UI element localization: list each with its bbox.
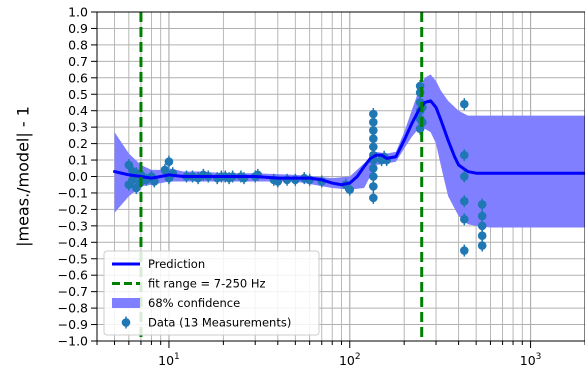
y-tick-label: −0.1 (58, 185, 88, 200)
legend-label: Prediction (148, 257, 205, 271)
y-tick-label: −1.0 (58, 334, 88, 349)
y-tick-label: −0.8 (58, 301, 88, 316)
data-point (369, 172, 378, 181)
legend-label: fit range = 7-250 Hz (148, 277, 266, 291)
data-point (369, 182, 378, 191)
x-tick-label: 103 (520, 352, 542, 368)
y-tick-label: 0.6 (68, 70, 88, 85)
data-point (369, 109, 378, 119)
y-axis-label: |meas./model| - 1 (14, 106, 33, 247)
data-point (459, 172, 469, 181)
y-tick-label: −0.6 (58, 268, 88, 283)
data-point (477, 200, 487, 209)
y-tick-label: 0.4 (68, 103, 88, 118)
data-point (459, 214, 469, 224)
y-tick-label: 0.1 (68, 153, 88, 168)
legend-data-swatch (121, 318, 131, 327)
data-point (369, 142, 378, 152)
data-point (369, 126, 378, 135)
x-axis-ticks: 101 102 103 (96, 341, 585, 368)
data-point (369, 117, 378, 127)
y-tick-label: −0.2 (58, 202, 88, 217)
y-tick-label: −0.9 (58, 317, 88, 332)
y-tick-label: 1.0 (68, 5, 88, 20)
y-tick-label: −0.7 (58, 284, 88, 299)
legend: Prediction fit range = 7-250 Hz 68% confid… (103, 250, 320, 336)
data-point (459, 196, 469, 206)
legend-confidence-swatch (112, 298, 140, 308)
y-tick-label: 0.0 (68, 169, 88, 184)
y-tick-label: 0.7 (68, 54, 88, 69)
prediction-line-layer (113, 99, 585, 187)
data-point (345, 185, 355, 194)
confidence-band (114, 74, 585, 228)
data-point (160, 165, 170, 175)
legend-label: Data (13 Measurements) (148, 316, 291, 330)
data-point (459, 150, 469, 160)
data-point (459, 99, 469, 109)
y-tick-label: −0.4 (58, 235, 88, 250)
data-point (477, 241, 487, 250)
legend-label: 68% confidence (148, 296, 240, 310)
data-point (477, 221, 487, 231)
y-tick-label: 0.2 (68, 136, 88, 151)
legend-box (103, 250, 320, 336)
data-point (369, 193, 378, 203)
x-tick-label: 101 (158, 352, 180, 368)
confidence-band-layer (114, 74, 585, 228)
y-tick-label: 0.8 (68, 37, 88, 52)
data-point (477, 231, 487, 241)
data-point (459, 246, 469, 255)
data-point (369, 163, 378, 173)
y-tick-label: −0.5 (58, 251, 88, 266)
y-tick-label: 0.5 (68, 87, 88, 102)
data-point (477, 211, 487, 221)
x-tick-label: 102 (339, 352, 361, 368)
y-tick-label: 0.9 (68, 21, 88, 36)
data-point (369, 134, 378, 143)
data-point (128, 175, 137, 185)
data-point (132, 183, 141, 193)
y-tick-label: 0.3 (68, 120, 88, 135)
y-tick-label: −0.3 (58, 218, 88, 233)
y-axis-ticks: 1.00.90.8 0.70.6 0.50.4 0.30.2 0.10.0−0.1 −0.… (58, 5, 97, 349)
prediction-line (113, 99, 585, 187)
data-point (124, 160, 134, 170)
data-point (164, 157, 174, 166)
